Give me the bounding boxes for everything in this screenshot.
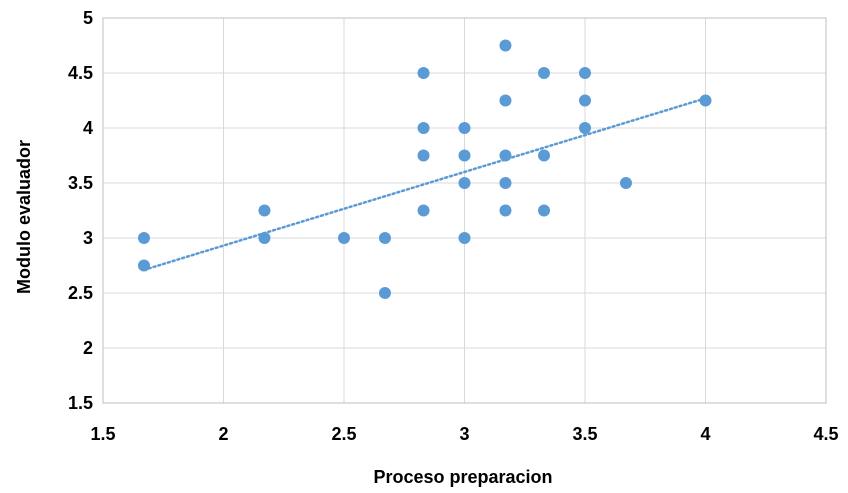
data-point	[619, 177, 632, 189]
data-point	[458, 232, 471, 244]
data-point	[499, 39, 512, 52]
data-point	[579, 94, 591, 107]
data-point	[499, 177, 512, 189]
data-point	[417, 67, 430, 79]
points-layer	[137, 39, 712, 299]
data-point	[538, 204, 551, 217]
data-point	[338, 232, 350, 244]
data-point	[579, 67, 591, 79]
data-point	[499, 94, 512, 107]
data-point	[458, 177, 471, 189]
data-point	[378, 287, 391, 299]
y-tick-label: 3	[83, 228, 93, 248]
y-axis-title: Modulo evaluador	[14, 140, 34, 294]
y-tick-label: 5	[83, 8, 93, 28]
x-tick-label: 3.5	[572, 424, 597, 444]
x-tick-label: 3	[459, 424, 469, 444]
tick-labels: 1.5 2 2.5 3 3.5 4 4.5 5 1.5 2 2.5 3 3.5 4 4.5	[68, 8, 839, 444]
data-point	[417, 204, 430, 217]
data-point	[579, 122, 591, 134]
x-tick-label: 2.5	[331, 424, 356, 444]
y-tick-label: 2	[83, 338, 93, 358]
data-point	[417, 149, 430, 162]
data-point	[137, 259, 150, 272]
data-point	[499, 149, 512, 162]
x-tick-label: 4	[700, 424, 710, 444]
y-tick-label: 2.5	[68, 283, 93, 303]
data-point	[417, 122, 430, 134]
data-point	[499, 204, 512, 217]
y-tick-label: 1.5	[68, 393, 93, 413]
data-point	[137, 232, 150, 244]
trendline-layer	[142, 97, 707, 272]
y-tick-label: 3.5	[68, 173, 93, 193]
trendline	[142, 97, 707, 272]
x-tick-label: 4.5	[813, 424, 838, 444]
data-point	[378, 232, 391, 244]
data-point	[258, 204, 271, 217]
x-tick-label: 2	[218, 424, 228, 444]
grid	[102, 17, 827, 404]
data-point	[699, 94, 712, 107]
y-tick-label: 4	[83, 118, 93, 138]
y-tick-label: 4.5	[68, 63, 93, 83]
data-point	[538, 149, 551, 162]
x-axis-title: Proceso preparacion	[373, 467, 552, 487]
data-point	[538, 67, 551, 79]
x-tick-label: 1.5	[90, 424, 115, 444]
data-point	[458, 122, 471, 134]
data-point	[458, 149, 471, 162]
plot-area	[102, 17, 827, 404]
data-point	[258, 232, 271, 244]
